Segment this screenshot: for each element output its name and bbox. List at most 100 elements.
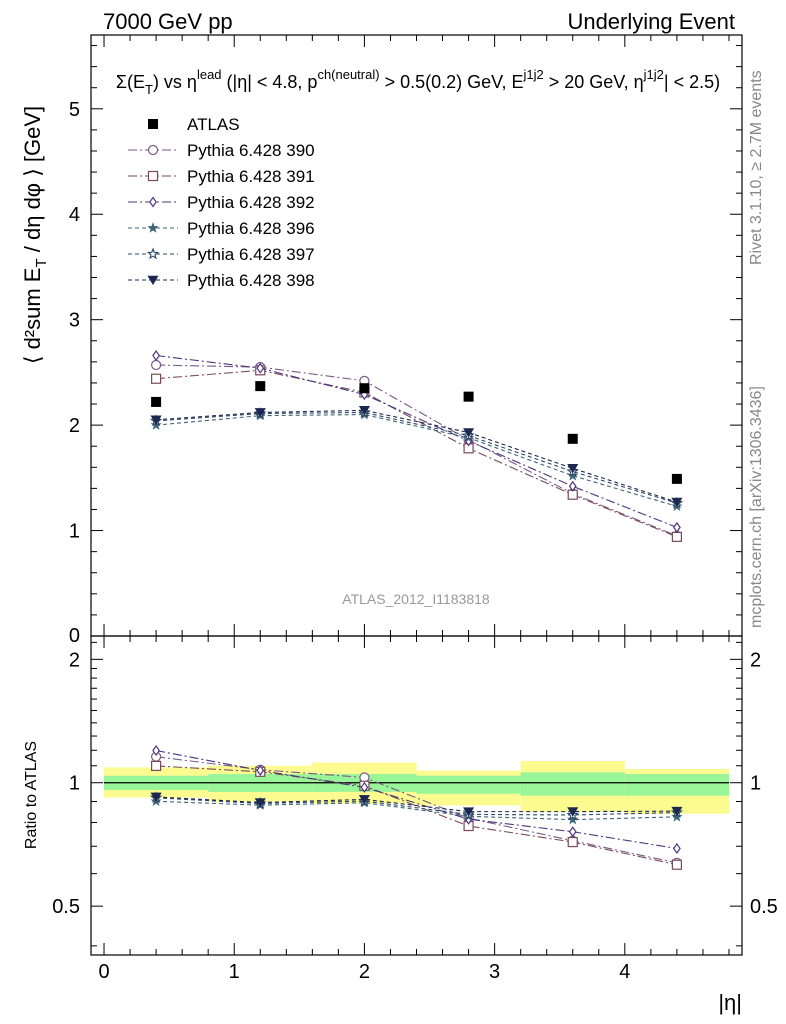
ratio-y-tick-label-right: 0.5 <box>750 896 778 918</box>
x-tick-label: 1 <box>229 961 240 983</box>
legend-label: Pythia 6.428 396 <box>187 219 315 238</box>
x-tick-label: 3 <box>489 961 500 983</box>
stat-uncertainty-band <box>416 775 521 794</box>
series-line <box>156 414 678 507</box>
data-point <box>671 810 683 822</box>
series-1 <box>151 359 683 541</box>
data-point <box>671 859 683 870</box>
data-point <box>359 772 370 783</box>
y-tick-label: 5 <box>69 99 80 121</box>
data-point <box>673 842 681 855</box>
legend-label: Pythia 6.428 392 <box>187 193 315 212</box>
series-line <box>156 364 678 537</box>
legend-label: Pythia 6.428 398 <box>187 271 315 290</box>
data-point <box>149 196 157 208</box>
x-tick-label: 0 <box>98 961 109 983</box>
y-tick-label: 4 <box>69 204 80 226</box>
data-point <box>567 464 579 474</box>
data-point <box>147 170 159 182</box>
ratio-y-tick-label: 0.5 <box>52 896 80 918</box>
data-point <box>567 807 579 817</box>
legend-item: Pythia 6.428 396 <box>128 219 315 238</box>
series-2 <box>151 365 683 542</box>
data-point <box>568 826 577 838</box>
data-point <box>256 362 265 374</box>
ratio-y-tick-label: 1 <box>69 773 80 795</box>
data-point <box>567 469 579 481</box>
data-point <box>151 373 162 384</box>
header-left: 7000 GeV pp <box>103 9 233 34</box>
data-point <box>568 480 577 492</box>
data-point <box>256 764 265 776</box>
legend-item: Pythia 6.428 391 <box>128 167 315 186</box>
data-point <box>567 433 578 444</box>
side-label-top: Rivet 3.1.10, ≥ 2.7M events <box>748 70 765 265</box>
ratio-y-tick-label-right: 2 <box>750 649 761 671</box>
ratio-frame <box>90 635 743 956</box>
stat-uncertainty-band <box>520 772 625 796</box>
x-tick-label: 4 <box>619 961 630 983</box>
legend-item: Pythia 6.428 390 <box>128 141 315 160</box>
data-point <box>567 836 578 848</box>
legend-label: Pythia 6.428 390 <box>187 141 315 160</box>
data-point <box>148 119 158 129</box>
data-point <box>151 760 162 772</box>
data-point <box>671 497 683 508</box>
data-point <box>359 383 370 394</box>
ratio-y-tick-label: 2 <box>69 649 80 671</box>
data-point <box>150 415 162 425</box>
stat-uncertainty-band <box>624 774 729 796</box>
main-ylabel: ⟨ d²sum ET / dη dφ ⟩ [GeV] <box>20 106 50 364</box>
ratio-ylabel: Ratio to ATLAS <box>23 741 40 849</box>
data-point <box>671 806 683 817</box>
side-label-bottom: mcplots.cern.ch [arXiv:1306.3436] <box>748 386 765 628</box>
series-line <box>156 409 678 503</box>
reference-label: ATLAS_2012_I1183818 <box>342 591 490 607</box>
data-point <box>358 406 370 416</box>
ratio-y-tick-label-right: 1 <box>750 773 761 795</box>
series-line <box>156 354 678 528</box>
data-point <box>150 792 162 803</box>
data-point <box>146 247 160 260</box>
data-point <box>671 473 682 484</box>
ratio-series-3 <box>152 744 681 855</box>
header-right: Underlying Event <box>567 9 735 34</box>
ratio-series-line <box>156 765 678 866</box>
legend-label: Pythia 6.428 397 <box>187 245 315 264</box>
data-point <box>671 531 683 542</box>
data-point <box>147 222 159 233</box>
data-point <box>147 144 159 156</box>
ratio-series-line <box>155 750 677 850</box>
ratio-series-line <box>156 797 677 816</box>
chart-title: Σ(ET) vs ηlead (|η| < 4.8, pch(neutral) … <box>116 67 720 97</box>
ratio-series-line <box>156 800 677 821</box>
data-point <box>254 408 266 418</box>
data-point <box>152 744 160 757</box>
data-point <box>360 781 369 793</box>
legend-item: ATLAS <box>148 115 240 134</box>
data-point <box>463 807 475 817</box>
legend-label: Pythia 6.428 391 <box>187 167 315 186</box>
data-point <box>463 428 475 438</box>
y-tick-label: 2 <box>69 415 80 437</box>
series-line <box>156 411 678 504</box>
data-point <box>255 381 266 392</box>
y-tick-label: 3 <box>69 310 80 332</box>
atlas-data <box>151 381 682 484</box>
data-point <box>152 349 160 362</box>
ratio-series-line <box>156 796 677 813</box>
legend: ATLAS Pythia 6.428 390 Pythia 6.428 391 Pyt… <box>128 115 315 290</box>
data-point <box>151 359 162 371</box>
data-point <box>151 396 162 407</box>
series-4 <box>150 408 683 512</box>
data-point <box>147 275 159 286</box>
legend-item: Pythia 6.428 397 <box>128 245 315 264</box>
ratio-series-6 <box>150 792 683 817</box>
y-tick-label-zero: 0 <box>69 625 80 647</box>
data-point <box>463 391 474 402</box>
series-6 <box>150 406 683 508</box>
xlabel: |η| <box>718 990 742 1015</box>
data-point <box>567 813 579 825</box>
data-point <box>254 798 266 808</box>
